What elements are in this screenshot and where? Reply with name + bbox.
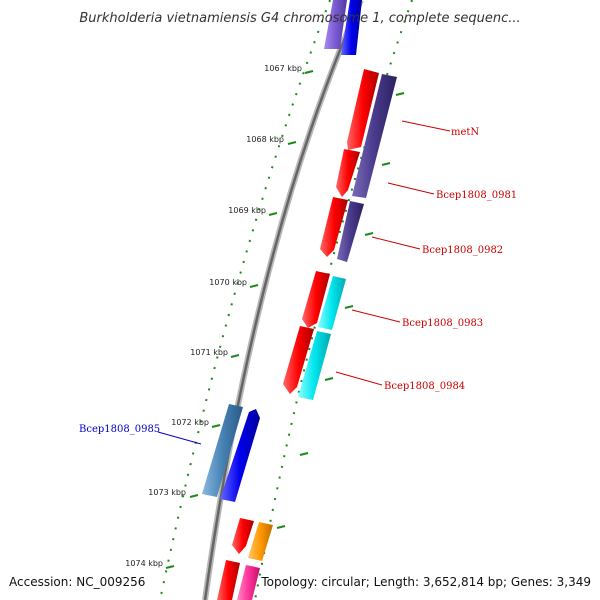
outer-tick bbox=[381, 162, 391, 166]
cog-bottom-2[interactable] bbox=[237, 565, 260, 600]
outer-tick bbox=[299, 452, 309, 456]
outer-tick bbox=[395, 92, 405, 96]
gene-label-0985[interactable]: Bcep1808_0985 bbox=[79, 424, 160, 435]
chromosome-backbone-core bbox=[203, 0, 363, 600]
leader-0981 bbox=[387, 182, 435, 195]
ruler-labels: 1067 kbp 1068 kbp 1069 kbp 1070 kbp 1071… bbox=[125, 64, 302, 568]
ruler-tick bbox=[230, 354, 240, 358]
cds-metN[interactable] bbox=[347, 69, 379, 150]
leader-0983 bbox=[351, 309, 401, 323]
ruler-label: 1071 kbp bbox=[190, 348, 228, 357]
ruler-tick bbox=[165, 565, 175, 569]
ruler-label: 1073 kbp bbox=[148, 488, 186, 497]
cog-feature-top[interactable] bbox=[324, 0, 347, 49]
outer-tick bbox=[324, 377, 334, 381]
ruler-label: 1072 kbp bbox=[171, 418, 209, 427]
topology-text: Topology: circular; Length: 3,652,814 bp… bbox=[260, 575, 591, 589]
ruler-label: 1068 kbp bbox=[246, 135, 284, 144]
ruler-ticks bbox=[165, 70, 314, 569]
cds-bottom-2[interactable] bbox=[217, 560, 240, 600]
ruler-tick bbox=[211, 424, 221, 428]
ruler-label: 1074 kbp bbox=[125, 559, 163, 568]
ruler-tick bbox=[287, 141, 297, 145]
ruler-label: 1067 kbp bbox=[264, 64, 302, 73]
cds-0982[interactable] bbox=[320, 197, 348, 257]
cds-0984[interactable] bbox=[283, 326, 314, 394]
cds-0981[interactable] bbox=[336, 149, 360, 197]
gene-label-metN[interactable]: metN bbox=[451, 127, 479, 138]
cog-bottom-1[interactable] bbox=[248, 522, 273, 561]
cds-feature-top[interactable] bbox=[341, 0, 362, 55]
gene-label-0984[interactable]: Bcep1808_0984 bbox=[384, 381, 465, 392]
cog-0982[interactable] bbox=[337, 201, 364, 262]
gene-label-0983[interactable]: Bcep1808_0983 bbox=[402, 318, 483, 329]
gene-label-0982[interactable]: Bcep1808_0982 bbox=[422, 245, 503, 256]
cog-0985[interactable] bbox=[202, 404, 243, 497]
cog-0984[interactable] bbox=[298, 331, 331, 400]
label-leaders bbox=[157, 120, 451, 445]
cds-0985[interactable] bbox=[220, 409, 260, 502]
gene-label-0981[interactable]: Bcep1808_0981 bbox=[436, 190, 517, 201]
leader-metN bbox=[401, 120, 451, 132]
ruler-guide bbox=[159, 0, 331, 600]
outer-tick bbox=[276, 525, 286, 529]
outer-ticks bbox=[276, 92, 405, 529]
ruler-label: 1070 kbp bbox=[209, 278, 247, 287]
leader-0985 bbox=[157, 431, 202, 445]
accession-text: Accession: NC_009256 bbox=[9, 575, 145, 589]
cog-0983[interactable] bbox=[318, 276, 346, 330]
cds-0983[interactable] bbox=[302, 271, 330, 328]
outer-tick bbox=[344, 305, 354, 309]
leader-0984 bbox=[335, 371, 383, 386]
ruler-tick bbox=[304, 70, 314, 74]
ruler-tick bbox=[189, 494, 199, 498]
outer-tick bbox=[364, 232, 374, 236]
map-title: Burkholderia vietnamiensis G4 chromosome… bbox=[79, 11, 520, 26]
cds-bottom-1[interactable] bbox=[232, 518, 254, 554]
leader-0982 bbox=[371, 236, 421, 250]
gene-labels: metN Bcep1808_0981 Bcep1808_0982 Bcep180… bbox=[79, 127, 517, 435]
ruler-tick bbox=[268, 212, 278, 216]
cog-metN[interactable] bbox=[352, 74, 397, 198]
ruler-label: 1069 kbp bbox=[228, 206, 266, 215]
ruler-tick bbox=[249, 284, 259, 288]
